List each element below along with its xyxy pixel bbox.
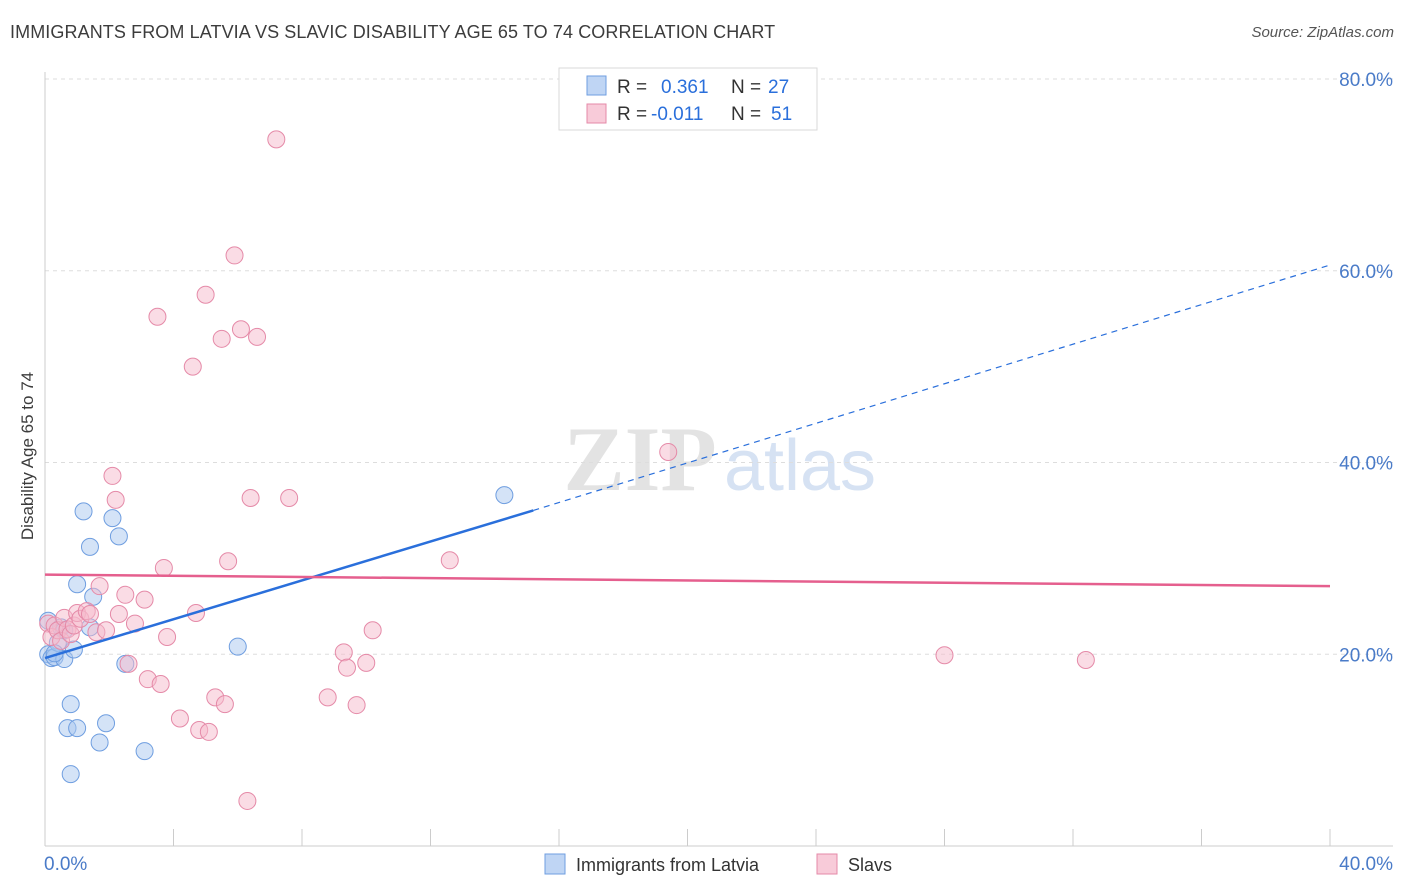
point-slavs-40 — [238, 791, 257, 810]
source-label: Source: ZipAtlas.com — [1251, 24, 1394, 41]
point-latvia-19 — [97, 714, 116, 733]
point-slavs-49 — [357, 653, 376, 672]
point-latvia-10 — [61, 695, 80, 714]
y-axis-label: Disability Age 65 to 74 — [18, 372, 37, 540]
point-latvia-15 — [80, 537, 99, 556]
point-slavs-25 — [151, 674, 170, 693]
point-latvia-21 — [109, 527, 128, 546]
watermark-atlas: atlas — [724, 426, 876, 506]
legend-bottom-label-slavs: Slavs — [848, 855, 892, 875]
point-latvia-18 — [90, 733, 109, 752]
x-tick-label-1: 40.0% — [1339, 854, 1393, 875]
legend-n-label-latvia: N = — [731, 77, 761, 98]
legend-n-value-latvia: 27 — [768, 77, 789, 98]
x-tick-labels: 0.0% 40.0% — [44, 854, 1393, 875]
point-slavs-43 — [267, 130, 286, 149]
y-tick-label-2: 60.0% — [1339, 262, 1393, 283]
point-latvia-23 — [135, 742, 154, 761]
point-latvia-25 — [495, 486, 514, 505]
trend-line-latvia-extension — [533, 264, 1331, 512]
point-slavs-53 — [935, 646, 954, 665]
point-slavs-44 — [280, 488, 299, 507]
legend-r-value-slavs: -0.011 — [651, 104, 703, 125]
point-slavs-35 — [212, 329, 231, 348]
point-slavs-15 — [97, 621, 116, 640]
point-slavs-51 — [440, 551, 459, 570]
point-slavs-45 — [318, 688, 337, 707]
trend-line-slavs — [44, 573, 1331, 588]
trend-lines — [44, 264, 1331, 660]
point-slavs-22 — [135, 590, 154, 609]
y-tick-label-0: 20.0% — [1339, 645, 1393, 666]
x-tick-label-0: 0.0% — [44, 854, 87, 875]
point-slavs-14 — [90, 577, 109, 596]
legend-swatch-slavs — [586, 103, 607, 124]
point-slavs-16 — [103, 466, 122, 485]
point-slavs-32 — [196, 285, 215, 304]
point-slavs-12 — [80, 604, 99, 623]
point-slavs-28 — [170, 709, 189, 728]
point-slavs-36 — [215, 695, 234, 714]
point-slavs-38 — [225, 246, 244, 265]
point-slavs-24 — [148, 307, 167, 326]
point-slavs-39 — [231, 320, 250, 339]
point-slavs-48 — [347, 696, 366, 715]
grid — [45, 78, 1393, 655]
point-slavs-17 — [106, 490, 125, 509]
legend-r-label-slavs: R = — [617, 104, 647, 125]
chart-title: IMMIGRANTS FROM LATVIA VS SLAVIC DISABIL… — [10, 22, 776, 42]
point-slavs-52 — [659, 442, 678, 461]
point-slavs-26 — [154, 558, 173, 577]
point-slavs-33 — [199, 722, 218, 741]
legend-n-label-slavs: N = — [731, 104, 761, 125]
point-slavs-27 — [158, 627, 177, 646]
point-slavs-41 — [241, 488, 260, 507]
point-slavs-47 — [337, 658, 356, 677]
point-latvia-24 — [228, 637, 247, 656]
y-tick-label-1: 40.0% — [1339, 454, 1393, 475]
y-tick-label-3: 80.0% — [1339, 70, 1393, 91]
point-slavs-37 — [219, 552, 238, 571]
legend-swatch-latvia — [586, 75, 607, 96]
point-slavs-46 — [334, 643, 353, 662]
point-slavs-18 — [109, 604, 128, 623]
point-slavs-19 — [116, 585, 135, 604]
legend-bottom-label-latvia: Immigrants from Latvia — [576, 855, 760, 875]
legend-top: R = 0.361 N = 27 R = -0.011 N = 51 — [558, 67, 818, 131]
legend-r-value-latvia: 0.361 — [661, 77, 709, 98]
point-slavs-42 — [248, 327, 267, 346]
point-latvia-20 — [103, 509, 122, 528]
legend-r-label-latvia: R = — [617, 77, 647, 98]
point-slavs-20 — [119, 654, 138, 673]
legend-bottom-swatch-slavs — [816, 853, 838, 875]
legend-n-value-slavs: 51 — [771, 104, 792, 125]
point-latvia-13 — [68, 575, 87, 594]
trend-line-latvia — [44, 509, 534, 660]
point-slavs-54 — [1076, 651, 1095, 670]
legend-bottom: Immigrants from Latvia Slavs — [544, 853, 892, 875]
point-latvia-12 — [68, 719, 87, 738]
point-slavs-29 — [183, 357, 202, 376]
point-latvia-9 — [61, 765, 80, 784]
watermark: ZIP atlas — [563, 408, 876, 510]
data-points — [39, 130, 1095, 810]
x-axis-ticks — [44, 829, 1331, 846]
point-slavs-50 — [363, 621, 382, 640]
legend-bottom-swatch-latvia — [544, 853, 566, 875]
y-tick-labels: 20.0% 40.0% 60.0% 80.0% — [1339, 70, 1393, 666]
point-latvia-14 — [74, 502, 93, 521]
